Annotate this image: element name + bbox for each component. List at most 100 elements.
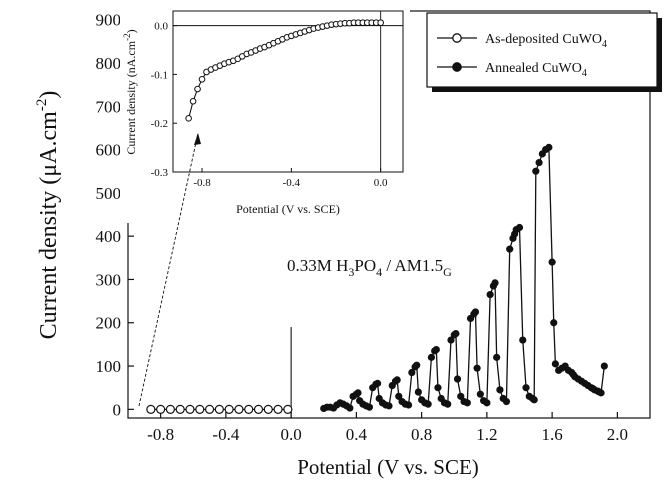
inset-chart: -0.8 -0.4 0.0 0.0 -0.1 -0.2 -0.3 Potential (V … [120, 5, 410, 223]
data-point-as-deposited [156, 404, 166, 414]
data-point-annealed [424, 400, 432, 408]
y-axis-title-close: ) [36, 91, 62, 99]
x-tick-label: 2.0 [607, 425, 628, 444]
inset-y-axis-title-close: ) [124, 29, 138, 33]
data-point-annealed [476, 390, 484, 398]
data-point-annealed [452, 329, 460, 338]
annotation-sub3: G [443, 265, 452, 279]
data-point-annealed [432, 345, 440, 354]
data-point-as-deposited [185, 404, 195, 414]
legend-box [426, 12, 658, 88]
inset-data-point [198, 76, 206, 83]
data-point-annealed [532, 167, 540, 175]
inset-x-tick-label: 0.0 [374, 177, 388, 189]
data-point-annealed [393, 376, 401, 384]
data-point-annealed [427, 353, 436, 361]
data-point-annealed [550, 319, 558, 327]
electrolyte-annotation: 0.33M H3PO4 / AM1.5G [287, 256, 452, 279]
inset-y-tick-label: 0.0 [154, 21, 168, 33]
data-point-annealed [600, 362, 608, 370]
data-point-annealed [506, 245, 514, 253]
data-point-annealed [471, 308, 480, 316]
data-point-annealed [385, 402, 393, 410]
inset-plot-frame [172, 10, 404, 173]
data-point-annealed [519, 336, 527, 344]
data-point-annealed [457, 392, 465, 400]
data-point-annealed [483, 399, 491, 407]
x-axis-title: Potential (V vs. SCE) [297, 455, 479, 479]
data-point-annealed [548, 258, 556, 266]
data-point-as-deposited [214, 404, 224, 414]
data-point-annealed [491, 279, 499, 287]
annotation-pre: 0.33M H [287, 256, 348, 275]
inset-data-point [377, 19, 384, 27]
data-point-as-deposited [224, 404, 234, 414]
data-point-annealed [434, 384, 442, 392]
data-point-as-deposited [175, 404, 185, 414]
data-point-as-deposited [195, 404, 205, 414]
y-tick-label: 800 [96, 54, 122, 73]
y-tick-label: 0 [113, 400, 122, 419]
inset-pointer-arrow [138, 132, 199, 407]
annotation-sub2: 4 [376, 265, 382, 279]
data-point-as-deposited [244, 404, 254, 414]
data-point-annealed [404, 401, 413, 409]
y-tick-label: 900 [96, 11, 122, 30]
data-point-annealed [597, 389, 605, 397]
legend: As-deposited CuWO4 Annealed CuWO4 [426, 12, 662, 92]
inset-y-axis-title-sup: -2 [122, 33, 132, 41]
inset-y-tick-label: -0.1 [151, 69, 168, 81]
annotation-post: / AM1.5 [382, 256, 443, 275]
data-point-annealed [453, 375, 462, 383]
inset-data-point [194, 85, 201, 93]
legend-label-as-deposited-text: As-deposited CuWO [485, 32, 602, 47]
legend-label-annealed-text: Annealed CuWO [485, 61, 582, 76]
x-tick-label: -0.8 [147, 425, 174, 444]
data-point-annealed [486, 291, 494, 299]
data-point-annealed [496, 386, 504, 394]
data-point-annealed [346, 404, 354, 412]
data-point-annealed [522, 384, 530, 392]
data-point-annealed [413, 361, 421, 369]
data-point-annealed [473, 364, 481, 372]
x-tick-label: -0.4 [212, 425, 239, 444]
legend-marker-annealed [452, 62, 462, 72]
data-point-annealed [444, 400, 452, 408]
inset-x-tick-label: -0.8 [193, 177, 211, 189]
data-point-annealed [530, 396, 538, 404]
inset-pointer-arrowhead [194, 133, 201, 145]
data-point-annealed [535, 158, 543, 167]
y-tick-label: 400 [96, 227, 122, 246]
y-tick-label: 100 [96, 357, 122, 376]
y-axis-title-sup: -2 [34, 99, 50, 112]
x-tick-label: 1.2 [476, 425, 497, 444]
data-point-annealed [463, 399, 471, 407]
data-point-as-deposited [263, 404, 273, 414]
inset-data-point [189, 97, 197, 105]
inset-y-axis-title: Current density (nA.cm-2) [122, 29, 138, 154]
y-axis-title-main: Current density (μA.cm [36, 111, 62, 339]
legend-label-as-deposited: As-deposited CuWO4 [485, 32, 607, 50]
data-point-annealed [373, 379, 382, 387]
data-point-annealed [493, 353, 501, 361]
legend-label-annealed: Annealed CuWO4 [485, 61, 587, 79]
data-point-as-deposited [204, 404, 215, 414]
x-tick-label: 0.4 [346, 425, 368, 444]
data-point-annealed [545, 143, 553, 151]
data-point-as-deposited [146, 404, 156, 414]
x-tick-label: 1.6 [542, 425, 563, 444]
annotation-mid: PO [354, 256, 376, 275]
inset-y-tick-label: -0.3 [151, 167, 169, 179]
legend-label-annealed-sub: 4 [582, 68, 587, 79]
data-point-as-deposited [273, 404, 283, 414]
data-point-annealed [395, 392, 403, 400]
y-tick-label: 600 [96, 141, 122, 160]
data-point-as-deposited [283, 404, 293, 414]
data-point-annealed [365, 403, 374, 411]
data-point-as-deposited [234, 404, 244, 414]
y-axis-title: Current density (μA.cm-2) [34, 91, 62, 340]
annotation-sub1: 3 [348, 265, 354, 279]
data-point-annealed [408, 368, 416, 377]
data-point-annealed [502, 397, 511, 406]
